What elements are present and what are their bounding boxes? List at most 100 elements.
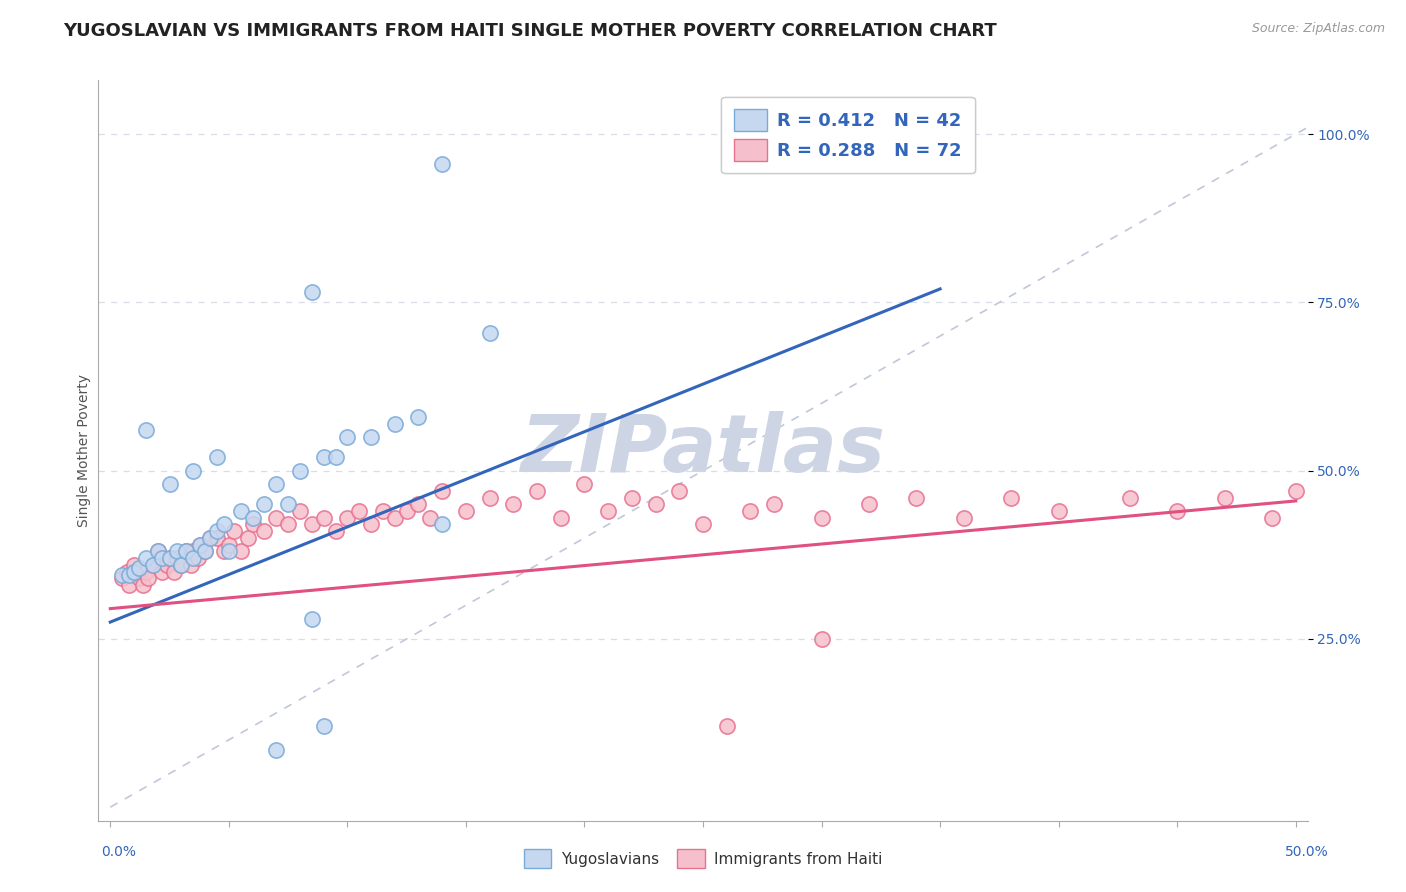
Point (111, 568, 134, 582)
Point (229, 504, 252, 518)
Point (159, 551, 181, 566)
Point (384, 510, 406, 524)
Point (277, 517, 299, 532)
Point (152, 565, 174, 579)
Point (1119, 491, 1142, 505)
Point (118, 568, 141, 582)
Point (166, 544, 188, 558)
Point (187, 551, 209, 566)
Point (264, 510, 287, 524)
Point (159, 477, 181, 491)
Point (312, 510, 335, 524)
Point (142, 558, 165, 572)
Point (174, 544, 197, 558)
Point (146, 544, 169, 558)
Point (218, 544, 240, 558)
Point (1000, 491, 1022, 505)
Point (242, 517, 264, 532)
Point (142, 558, 165, 572)
Point (419, 510, 441, 524)
Point (301, 285, 323, 300)
Point (325, 450, 347, 465)
Text: YUGOSLAVIAN VS IMMIGRANTS FROM HAITI SINGLE MOTHER POVERTY CORRELATION CHART: YUGOSLAVIAN VS IMMIGRANTS FROM HAITI SIN… (63, 22, 997, 40)
Text: Source: ZipAtlas.com: Source: ZipAtlas.com (1251, 22, 1385, 36)
Point (222, 524, 245, 539)
Point (190, 538, 212, 552)
Point (212, 544, 235, 558)
Point (122, 565, 145, 579)
Point (905, 491, 928, 505)
Point (242, 510, 264, 524)
Point (371, 504, 394, 518)
Point (135, 565, 157, 579)
Point (1213, 491, 1236, 505)
Point (716, 719, 738, 733)
Point (132, 578, 155, 592)
Point (156, 558, 179, 572)
Point (574, 477, 596, 491)
Point (205, 531, 228, 545)
Point (236, 531, 259, 545)
Point (810, 632, 832, 646)
Text: ZIPatlas: ZIPatlas (520, 411, 886, 490)
Point (229, 544, 252, 558)
Point (1047, 504, 1070, 518)
Point (1166, 504, 1188, 518)
Point (198, 531, 221, 545)
Text: 0.0%: 0.0% (101, 846, 136, 859)
Point (288, 504, 311, 518)
Point (432, 517, 454, 532)
Point (212, 517, 235, 532)
Point (181, 551, 204, 566)
Point (620, 491, 643, 505)
Point (336, 430, 359, 444)
Point (858, 497, 880, 511)
Point (644, 497, 666, 511)
Point (181, 544, 204, 558)
Point (301, 517, 323, 532)
Point (128, 561, 150, 575)
Y-axis label: Single Mother Poverty: Single Mother Poverty (77, 374, 91, 527)
Point (952, 510, 974, 524)
Point (408, 497, 430, 511)
Point (264, 743, 287, 757)
Point (360, 517, 382, 532)
Point (174, 544, 197, 558)
Point (180, 558, 202, 572)
Point (166, 551, 188, 566)
Point (740, 504, 762, 518)
Point (253, 497, 276, 511)
Point (692, 517, 714, 532)
Point (152, 551, 174, 566)
Point (325, 524, 347, 539)
Point (288, 464, 311, 478)
Point (218, 538, 240, 552)
Point (454, 504, 477, 518)
Point (205, 450, 228, 465)
Point (128, 571, 150, 585)
Point (205, 524, 228, 539)
Point (1261, 510, 1284, 524)
Point (360, 430, 382, 444)
Point (478, 326, 501, 340)
Point (194, 544, 217, 558)
Point (170, 558, 193, 572)
Point (598, 504, 620, 518)
Point (384, 417, 406, 431)
Point (1285, 483, 1308, 498)
Point (253, 524, 276, 539)
Point (194, 544, 217, 558)
Point (277, 497, 299, 511)
Point (395, 504, 418, 518)
Point (668, 483, 690, 498)
Point (336, 510, 359, 524)
Point (432, 483, 454, 498)
Text: 50.0%: 50.0% (1285, 846, 1329, 859)
Point (432, 157, 454, 171)
Point (408, 409, 430, 424)
Point (763, 497, 786, 511)
Point (118, 578, 141, 592)
Point (170, 558, 193, 572)
Point (312, 719, 335, 733)
Point (301, 612, 323, 626)
